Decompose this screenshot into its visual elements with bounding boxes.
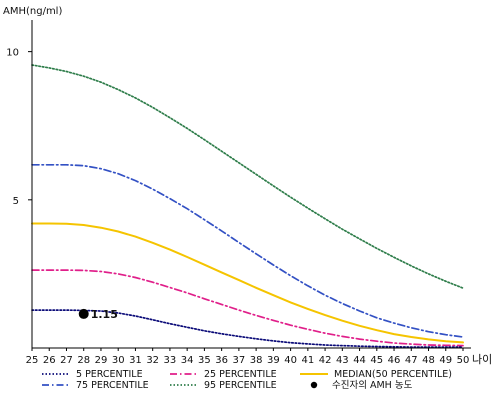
series-line-25-percentile [31,269,464,347]
x-tick-label: 45 [370,355,383,366]
series-line-75-percentile [31,163,464,338]
legend-label-75-percentile: 75 PERCENTILE [76,380,149,391]
legend-label-median-50-percentile: MEDIAN(50 PERCENTILE) [334,369,452,380]
legend-label-95-percentile: 95 PERCENTILE [204,380,277,391]
x-tick-label: 28 [77,355,90,366]
y-tick-label: 5 [13,196,19,207]
x-tick-label: 48 [422,355,435,366]
x-tick-label: 46 [388,355,401,366]
legend-label-5-percentile: 5 PERCENTILE [76,369,143,380]
x-tick-label: 35 [198,355,211,366]
x-tick-label: 30 [112,355,125,366]
legend-label-25-percentile: 25 PERCENTILE [204,369,277,380]
patient-amh-value-label: 1.15 [91,308,118,321]
legend: 5 PERCENTILE 25 PERCENTILE MEDIAN(50 PERCE… [42,369,452,391]
x-tick-label: 26 [43,355,56,366]
x-tick-label: 31 [129,355,142,366]
series-line-median-50-percentile [31,222,464,344]
x-tick-label: 49 [439,355,452,366]
axes: AMH(ng/ml) 나이 5 10 25 26 27 28 29 30 31 32 33 34 35 3… [3,6,492,366]
series-line-95-percentile [31,64,464,289]
x-tick-label: 43 [336,355,349,366]
x-tick-label: 25 [26,355,39,366]
y-axis-label: AMH(ng/ml) [3,6,62,17]
series-line-5-percentile [31,309,464,348]
x-axis-label: 나이 [472,353,492,366]
x-tick-label: 34 [181,355,194,366]
x-tick-label: 29 [95,355,108,366]
x-tick-label: 47 [405,355,418,366]
x-tick-label: 33 [164,355,177,366]
x-tick-label: 40 [284,355,297,366]
x-tick-label: 37 [233,355,246,366]
x-tick-label: 39 [267,355,280,366]
y-tick-label: 10 [6,48,19,59]
x-tick-label: 27 [60,355,73,366]
x-tick-label: 42 [319,355,332,366]
x-tick-label: 44 [353,355,366,366]
legend-swatch-patient-marker [310,381,318,389]
x-tick-label: 41 [301,355,314,366]
x-tick-label: 36 [215,355,228,366]
patient-amh-marker [78,308,89,319]
plot-area: 1.15 [31,64,464,348]
x-tick-label: 32 [146,355,159,366]
x-tick-label: 50 [457,355,470,366]
x-tick-label: 38 [250,355,263,366]
legend-label-patient-marker: 수진자의 AMH 농도 [332,380,413,391]
